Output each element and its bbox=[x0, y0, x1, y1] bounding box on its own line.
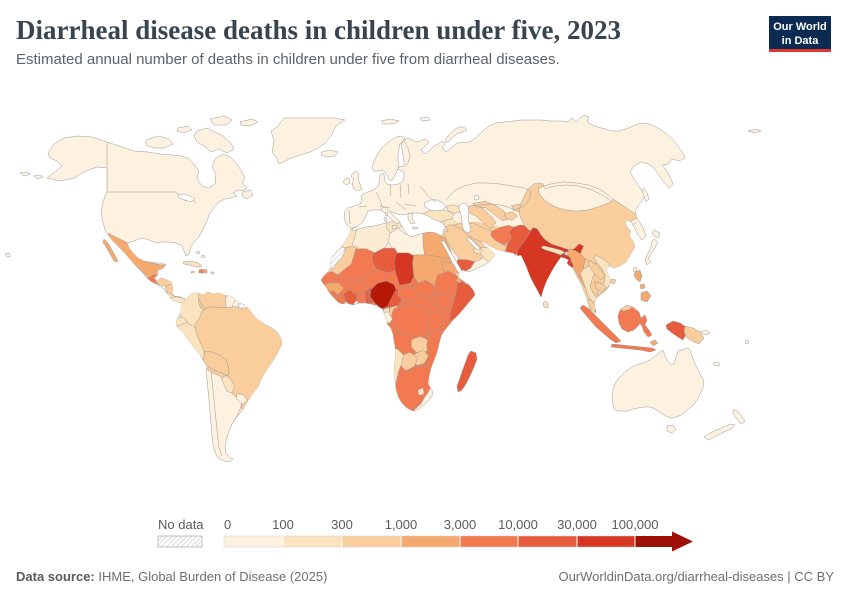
svg-text:3,000: 3,000 bbox=[444, 517, 477, 532]
svg-text:No data: No data bbox=[158, 517, 204, 532]
svg-text:10,000: 10,000 bbox=[498, 517, 538, 532]
svg-text:100: 100 bbox=[272, 517, 294, 532]
svg-text:0: 0 bbox=[224, 517, 231, 532]
svg-text:100,000: 100,000 bbox=[612, 517, 659, 532]
svg-text:300: 300 bbox=[331, 517, 353, 532]
svg-text:1,000: 1,000 bbox=[385, 517, 418, 532]
svg-text:30,000: 30,000 bbox=[557, 517, 597, 532]
